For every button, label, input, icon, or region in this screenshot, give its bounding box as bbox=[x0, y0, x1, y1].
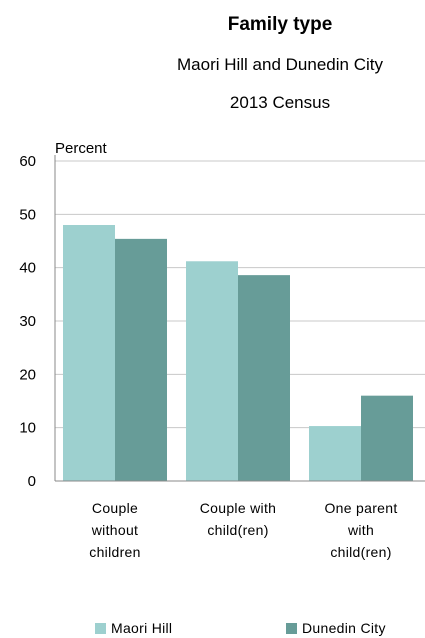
y-tick-label: 50 bbox=[19, 206, 36, 223]
legend-label-maori-hill: Maori Hill bbox=[111, 620, 173, 636]
y-tick-label: 20 bbox=[19, 366, 36, 383]
bar-dunedin-city bbox=[115, 238, 167, 481]
chart-subtitle-line-2: 2013 Census bbox=[229, 93, 331, 112]
chart-title: Family type bbox=[227, 14, 333, 35]
y-tick-label: 10 bbox=[19, 420, 36, 437]
y-tick-labels: 0 10 20 30 40 50 60 bbox=[19, 153, 36, 490]
category-label: One parent bbox=[324, 500, 397, 516]
bar-maori-hill bbox=[186, 261, 238, 481]
category-label: child(ren) bbox=[207, 522, 268, 538]
y-axis-label: Percent bbox=[55, 140, 108, 157]
legend-item-maori-hill: Maori Hill bbox=[95, 620, 172, 636]
category-label: with bbox=[347, 522, 374, 538]
bar-maori-hill bbox=[63, 225, 115, 481]
category-label: Couple bbox=[92, 500, 138, 516]
category-label: child(ren) bbox=[330, 544, 391, 560]
bar-dunedin-city bbox=[238, 275, 290, 481]
chart-subtitle-line-1: Maori Hill and Dunedin City bbox=[177, 55, 383, 74]
bar-maori-hill bbox=[309, 426, 361, 481]
y-tick-label: 30 bbox=[19, 313, 36, 330]
bars bbox=[63, 225, 413, 481]
legend-swatch-maori-hill bbox=[95, 622, 106, 634]
category-labels: Couple without children Couple with child(re… bbox=[89, 500, 397, 560]
legend-label-dunedin-city: Dunedin City bbox=[302, 620, 386, 636]
category-label: Couple with bbox=[200, 500, 276, 516]
legend-swatch-dunedin-city bbox=[286, 622, 297, 634]
category-label: without bbox=[91, 522, 138, 538]
y-tick-label: 40 bbox=[19, 260, 36, 277]
y-tick-label: 60 bbox=[19, 153, 36, 170]
y-tick-label: 0 bbox=[28, 473, 36, 490]
legend-item-dunedin-city: Dunedin City bbox=[286, 620, 386, 636]
bar-dunedin-city bbox=[361, 395, 413, 481]
category-label: children bbox=[89, 544, 140, 560]
